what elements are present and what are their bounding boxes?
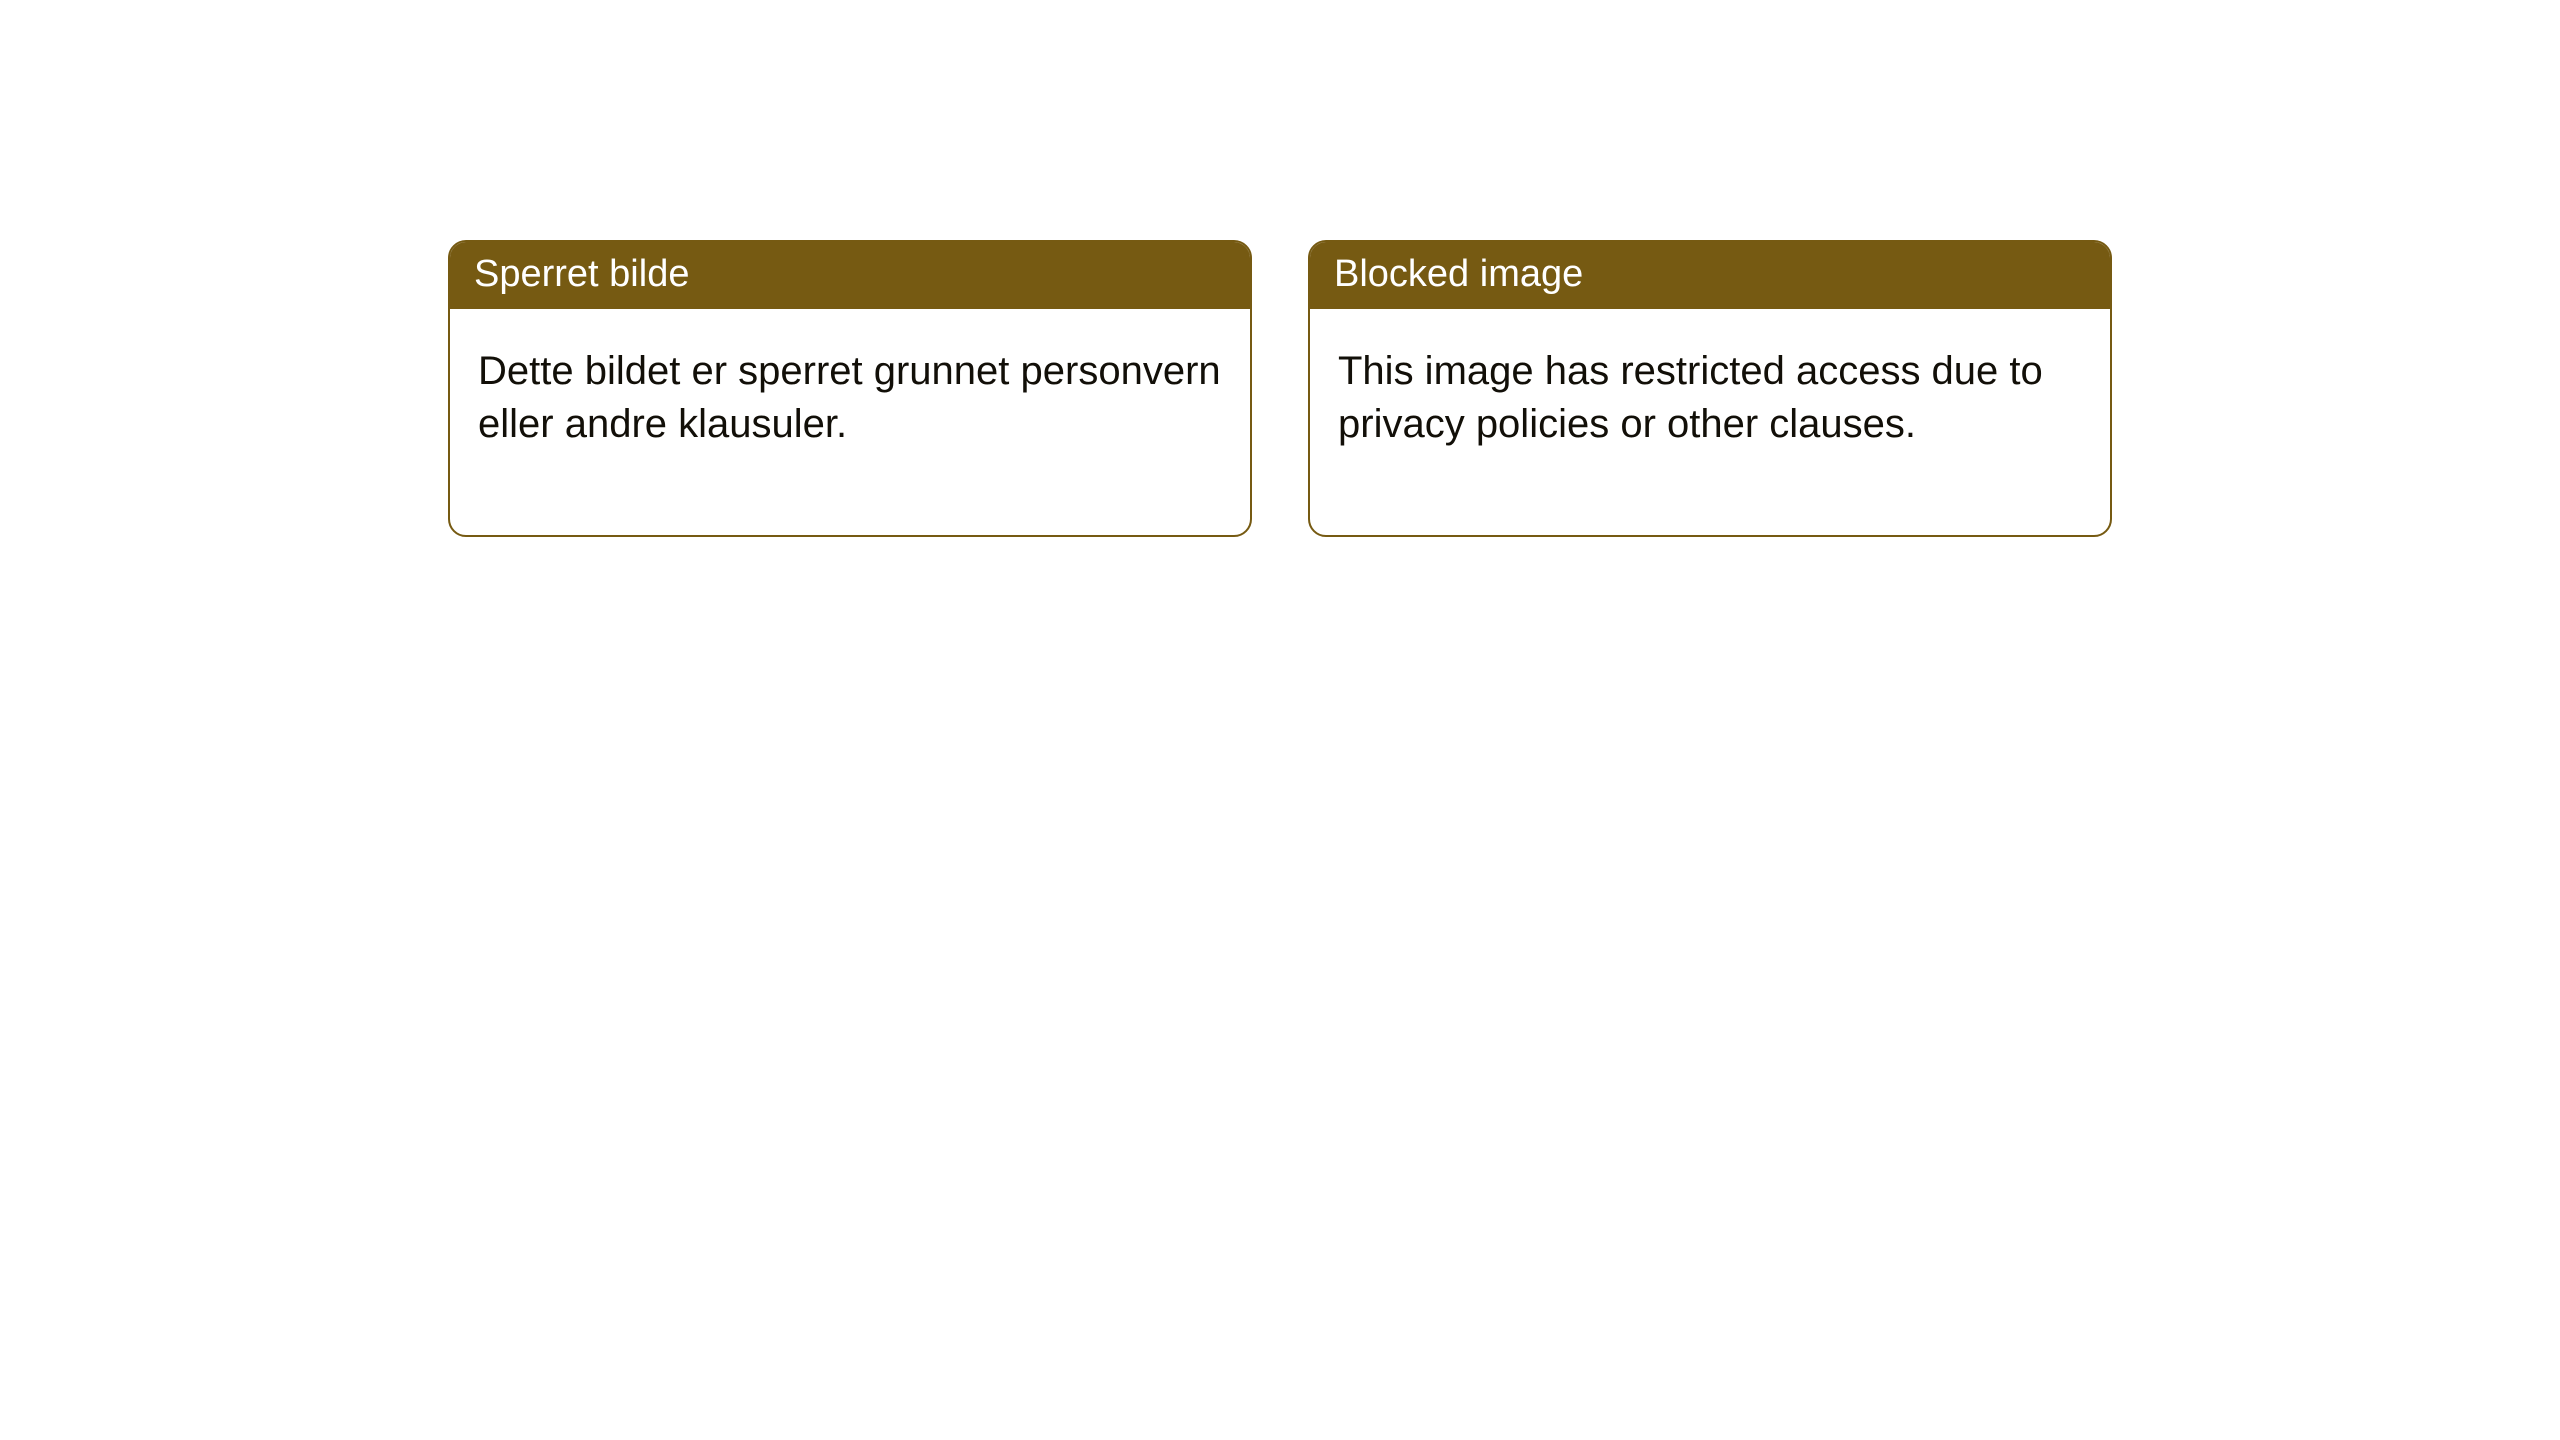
notice-card-norwegian: Sperret bilde Dette bildet er sperret gr… bbox=[448, 240, 1252, 537]
notice-card-title: Sperret bilde bbox=[450, 242, 1250, 309]
notice-card-body: This image has restricted access due to … bbox=[1310, 309, 2110, 535]
notice-card-body: Dette bildet er sperret grunnet personve… bbox=[450, 309, 1250, 535]
notice-card-english: Blocked image This image has restricted … bbox=[1308, 240, 2112, 537]
notice-cards-row: Sperret bilde Dette bildet er sperret gr… bbox=[0, 0, 2560, 537]
notice-card-title: Blocked image bbox=[1310, 242, 2110, 309]
